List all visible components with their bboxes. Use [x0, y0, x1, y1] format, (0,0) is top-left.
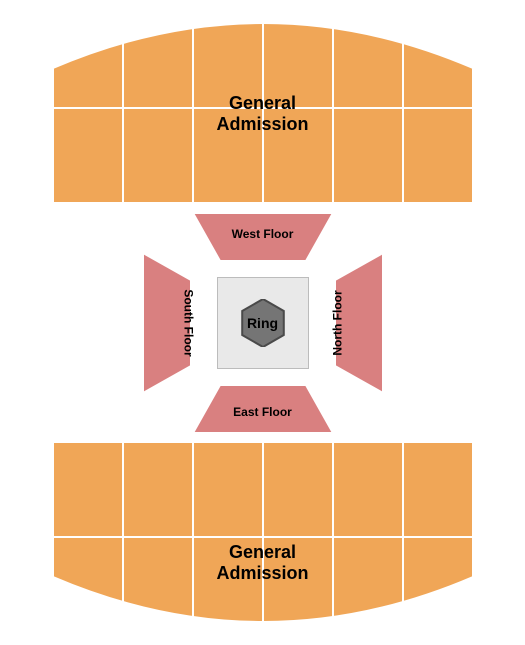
- ga-top-label: GeneralAdmission: [216, 93, 308, 134]
- floor-east[interactable]: East Floor: [193, 385, 333, 433]
- floor-south[interactable]: South Floor: [143, 253, 191, 393]
- ga-bottom-shape: [53, 442, 473, 637]
- ring-label: Ring: [247, 315, 278, 331]
- floor-west-label: West Floor: [232, 227, 294, 241]
- floor-north-label: North Floor: [331, 290, 345, 355]
- ga-bottom-label: GeneralAdmission: [216, 542, 308, 583]
- ring-box[interactable]: Ring: [217, 277, 309, 369]
- floor-north[interactable]: North Floor: [335, 253, 383, 393]
- general-admission-bottom[interactable]: GeneralAdmission: [53, 442, 473, 637]
- floor-west[interactable]: West Floor: [193, 213, 333, 261]
- floor-east-label: East Floor: [233, 405, 292, 419]
- general-admission-top[interactable]: GeneralAdmission: [53, 8, 473, 203]
- floor-south-label: South Floor: [181, 289, 195, 356]
- seating-chart: GeneralAdmission West Floor East Floor N…: [0, 0, 525, 645]
- center-floor: West Floor East Floor North Floor South …: [143, 213, 383, 433]
